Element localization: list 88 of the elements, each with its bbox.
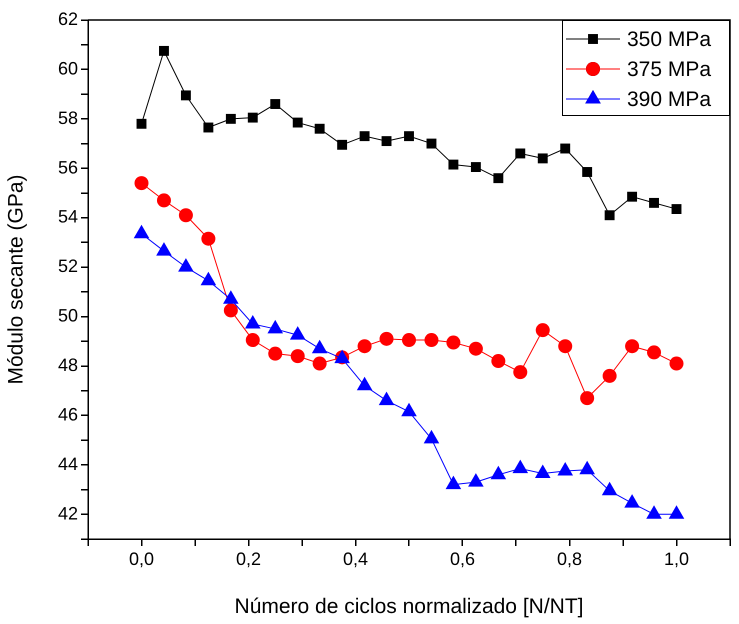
point bbox=[582, 167, 592, 177]
point bbox=[602, 482, 618, 496]
point bbox=[446, 476, 462, 490]
point bbox=[513, 365, 528, 380]
point bbox=[602, 368, 617, 383]
point bbox=[380, 332, 394, 346]
point bbox=[402, 333, 416, 348]
point bbox=[538, 153, 548, 164]
point bbox=[178, 208, 193, 222]
point bbox=[337, 140, 348, 150]
point bbox=[268, 346, 282, 361]
point bbox=[292, 118, 303, 128]
point bbox=[512, 460, 528, 474]
point bbox=[424, 430, 440, 444]
point bbox=[670, 356, 684, 371]
point bbox=[224, 303, 238, 318]
point bbox=[491, 354, 506, 368]
point bbox=[627, 192, 638, 202]
point bbox=[201, 232, 216, 246]
y-tick-label: 44 bbox=[58, 454, 78, 474]
point bbox=[647, 345, 662, 360]
x-tick-label: 0,6 bbox=[450, 548, 476, 569]
x-tick-label: 0,0 bbox=[128, 548, 154, 569]
point bbox=[360, 131, 370, 142]
point bbox=[426, 138, 436, 149]
point bbox=[226, 114, 236, 124]
y-tick-label: 42 bbox=[58, 503, 78, 524]
point bbox=[557, 462, 574, 476]
point bbox=[156, 193, 171, 208]
x-tick-label: 1,0 bbox=[664, 548, 690, 569]
point bbox=[490, 466, 506, 480]
point bbox=[468, 342, 483, 356]
point bbox=[290, 326, 306, 340]
point bbox=[312, 356, 327, 371]
point bbox=[424, 333, 438, 348]
x-tick-label: 0,4 bbox=[342, 548, 368, 569]
point bbox=[625, 339, 640, 354]
point bbox=[668, 505, 684, 519]
point bbox=[358, 339, 372, 354]
point bbox=[646, 505, 662, 519]
point bbox=[404, 131, 414, 142]
legend-label: 375 MPa bbox=[627, 58, 712, 81]
point bbox=[624, 494, 640, 508]
point bbox=[248, 112, 258, 123]
point bbox=[560, 144, 570, 154]
point bbox=[515, 148, 526, 158]
point bbox=[558, 339, 572, 354]
legend-label: 390 MPa bbox=[627, 88, 712, 111]
y-tick-label: 52 bbox=[58, 256, 78, 276]
y-tick-label: 48 bbox=[58, 354, 78, 375]
point bbox=[446, 336, 460, 350]
y-tick-label: 62 bbox=[58, 8, 78, 29]
point bbox=[314, 124, 325, 134]
point bbox=[180, 90, 191, 100]
point bbox=[270, 99, 280, 109]
x-tick-label: 0,2 bbox=[236, 548, 262, 569]
point bbox=[534, 464, 551, 478]
x-tick-label: 0,8 bbox=[556, 548, 582, 569]
point bbox=[203, 122, 214, 132]
point bbox=[493, 173, 504, 184]
point bbox=[536, 323, 550, 338]
point bbox=[579, 460, 595, 474]
point bbox=[468, 473, 484, 487]
point bbox=[470, 162, 481, 172]
point bbox=[672, 204, 682, 214]
y-axis-title: Módulo secante (GPa) bbox=[4, 174, 28, 385]
y-tick-label: 46 bbox=[58, 404, 78, 424]
point bbox=[378, 392, 394, 406]
point bbox=[580, 391, 594, 406]
point bbox=[290, 349, 305, 364]
legend-label: 350 MPa bbox=[627, 28, 712, 51]
point bbox=[136, 118, 146, 129]
point bbox=[159, 46, 169, 56]
y-tick-label: 50 bbox=[58, 306, 78, 326]
point bbox=[649, 198, 659, 208]
y-tick-label: 56 bbox=[58, 157, 78, 178]
y-tick-label: 60 bbox=[58, 58, 78, 78]
point bbox=[401, 402, 417, 416]
point bbox=[448, 160, 458, 170]
point bbox=[604, 210, 615, 220]
y-tick-label: 58 bbox=[58, 108, 78, 128]
point bbox=[356, 376, 372, 390]
point bbox=[382, 136, 392, 146]
point bbox=[246, 333, 260, 348]
y-tick-label: 54 bbox=[58, 206, 78, 227]
point bbox=[134, 176, 148, 190]
x-axis-title: Número de ciclos normalizado [N/NT] bbox=[234, 595, 584, 618]
point bbox=[312, 340, 328, 354]
